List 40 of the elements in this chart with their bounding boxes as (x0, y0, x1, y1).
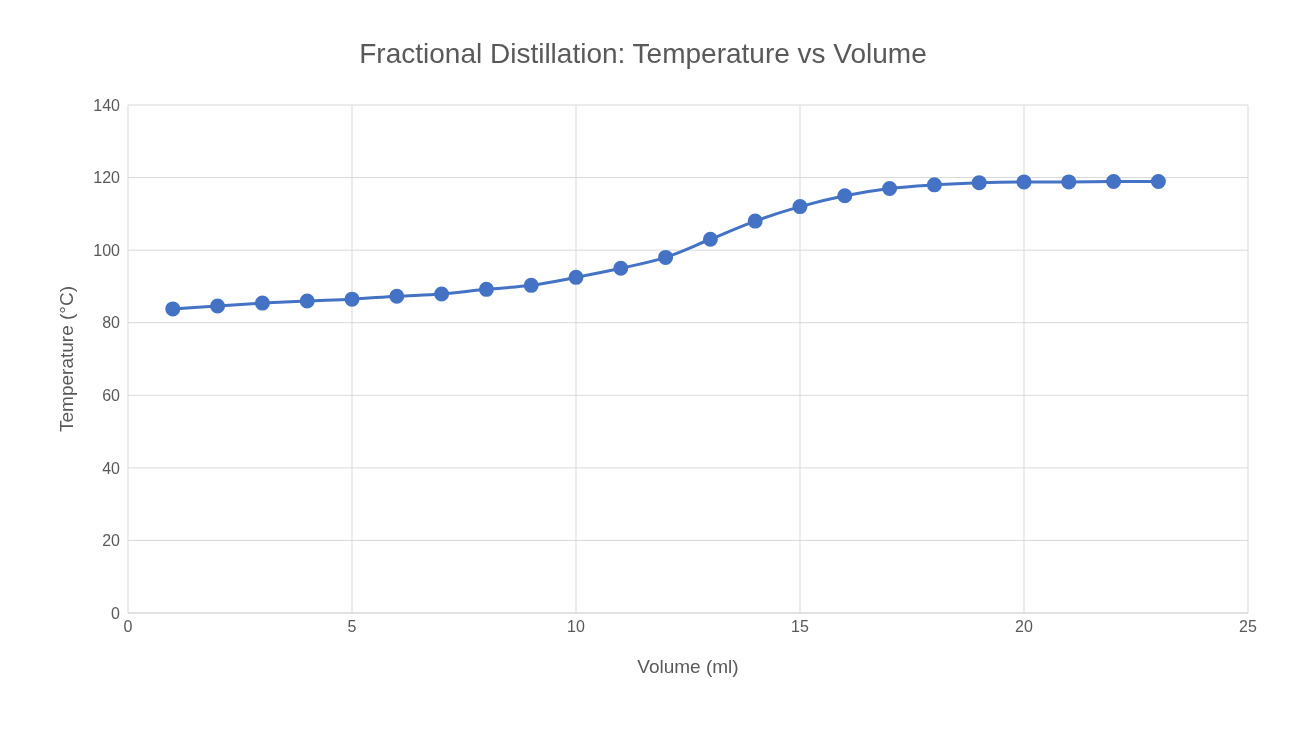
y-tick-label: 20 (102, 532, 121, 550)
chart-title: Fractional Distillation: Temperature vs Volume (358, 38, 928, 70)
point (165, 301, 181, 317)
point (568, 269, 584, 285)
point (434, 286, 450, 302)
y-tick-label: 80 (102, 314, 121, 332)
y-tick-label: 60 (102, 386, 121, 404)
x-axis-title: Volume (ml) (637, 656, 739, 677)
x-tick-label: 0 (123, 618, 133, 636)
x-tick-label: 10 (567, 618, 585, 636)
y-tick-label: 120 (93, 169, 121, 187)
point (926, 177, 942, 193)
point (1061, 174, 1077, 190)
x-tick-label: 15 (791, 618, 809, 636)
y-axis-title: Temperature (°C) (55, 286, 77, 432)
point (1106, 174, 1122, 190)
point (210, 298, 226, 314)
point (254, 295, 270, 311)
point (344, 291, 360, 307)
x-tick-label: 20 (1015, 618, 1033, 636)
point (523, 277, 539, 293)
y-tick-label: 40 (102, 459, 121, 477)
y-tick-label: 0 (111, 604, 121, 622)
point (299, 293, 315, 309)
x-tick-label: 25 (1239, 618, 1257, 636)
point (702, 231, 718, 247)
point (747, 213, 763, 229)
point (1016, 174, 1032, 190)
point (389, 288, 405, 304)
point (613, 260, 629, 276)
point (658, 249, 674, 265)
point (1150, 174, 1166, 190)
x-tick-label: 5 (347, 618, 357, 636)
point (837, 188, 853, 204)
point (478, 281, 494, 297)
y-tick-label: 100 (93, 241, 121, 259)
point (792, 199, 808, 215)
y-tick-label: 140 (93, 96, 121, 114)
point (882, 180, 898, 196)
point (971, 175, 987, 191)
